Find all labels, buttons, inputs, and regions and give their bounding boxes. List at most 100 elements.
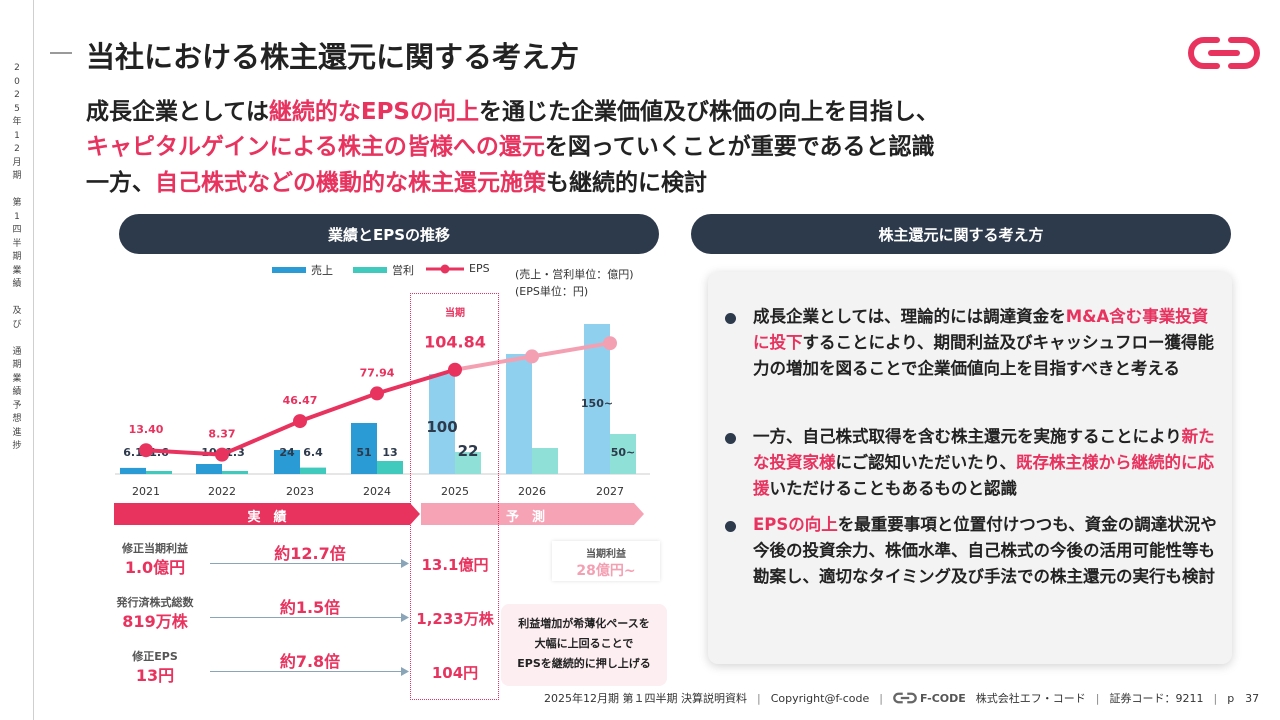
profit-bar xyxy=(377,461,403,474)
eps-point xyxy=(293,414,307,429)
sales-bar xyxy=(120,467,146,474)
period-bands xyxy=(114,503,644,525)
sidebar-char: 及 xyxy=(12,306,22,316)
legend-profit-swatch xyxy=(353,267,387,273)
legend-eps-swatch xyxy=(426,264,464,273)
sales-data-label: 100 xyxy=(426,418,457,436)
sidebar-char: 半 xyxy=(12,238,22,249)
sidebar xyxy=(0,0,34,720)
row-arrow xyxy=(210,671,408,672)
sidebar-char: 捗 xyxy=(12,441,22,451)
sidebar-char: 期 xyxy=(12,252,22,262)
eps-point xyxy=(215,447,229,462)
sidebar-char: 予 xyxy=(12,400,22,411)
x-tick-label: 2027 xyxy=(596,485,624,498)
row-label: 発行済株式総数 xyxy=(116,596,194,609)
profit-bar xyxy=(455,452,481,474)
forecast-profit: 当期利益 28億円~ xyxy=(552,541,660,581)
row-current-value: 1,233万株 xyxy=(416,610,494,628)
sidebar-char: 通 xyxy=(12,346,22,357)
x-tick-label: 2023 xyxy=(286,485,314,498)
sidebar-char: 進 xyxy=(12,427,22,438)
sidebar-char: 0 xyxy=(14,76,20,87)
profit-bar xyxy=(610,434,636,474)
sidebar-char: 績 xyxy=(12,387,22,397)
forecast-band xyxy=(421,503,644,525)
policy-bullet-1: 成長企業としては、理論的には調達資金をM&A含む事業投資に投下することにより、期… xyxy=(725,304,1225,384)
sales-data-label: 51 xyxy=(356,446,371,459)
profit-data-label: 50~ xyxy=(611,446,636,459)
x-tick-label: 2025 xyxy=(441,485,469,498)
eps-point xyxy=(525,349,539,364)
page-title: 当社における株主還元に関する考え方 xyxy=(86,40,580,74)
eps-point xyxy=(139,443,153,458)
sidebar-char: 1 xyxy=(14,130,20,141)
sidebar-char: 5 xyxy=(14,103,20,114)
eps-point xyxy=(370,386,384,401)
policy-bullet-2: 一方、自己株式取得を含む株主還元を実施することにより新たな投資家様にご認知いただ… xyxy=(725,424,1225,504)
x-tick-label: 2026 xyxy=(518,485,546,498)
sidebar-char: 期 xyxy=(12,171,22,181)
sales-bar xyxy=(274,450,300,474)
legend-sales: 売上 xyxy=(272,262,333,278)
eps-data-label: 46.47 xyxy=(283,394,318,407)
policy-box xyxy=(708,272,1232,664)
legend-sales-swatch xyxy=(272,267,306,273)
title-line xyxy=(50,52,72,54)
profit-bar xyxy=(222,471,248,474)
eps-data-label: 8.37 xyxy=(208,428,235,441)
row-arrow xyxy=(210,563,408,564)
lead-line-3: 一方、自己株式などの機動的な株主還元施策も継続的に検討 xyxy=(86,170,707,196)
eps-data-label: 13.40 xyxy=(129,423,164,436)
profit-bar xyxy=(146,471,172,474)
eps-data-label: 104.84 xyxy=(424,333,486,352)
sidebar-char: 第 xyxy=(12,198,22,208)
actual-band-label: 実 績 xyxy=(247,510,287,525)
row-multiplier: 約1.5倍 xyxy=(279,598,341,617)
eps-line xyxy=(145,367,456,457)
row-arrow xyxy=(210,617,408,618)
row-label: 修正EPS xyxy=(132,650,178,663)
x-tick-label: 2021 xyxy=(132,485,160,498)
x-tick-label: 2024 xyxy=(363,485,391,498)
sidebar-char: 想 xyxy=(12,414,22,424)
callout-box: 利益増加が希薄化ペースを 大幅に上回ることで EPSを継続的に押し上げる xyxy=(501,604,667,686)
profit-data-label: 13 xyxy=(382,446,397,459)
lead-line-2: キャピタルゲインによる株主の皆様への還元を図っていくことが重要であると認識 xyxy=(86,134,935,160)
sidebar-char: 業 xyxy=(12,373,22,384)
row-current-value: 104円 xyxy=(431,664,479,682)
actual-band xyxy=(114,503,420,525)
arrow-head-icon xyxy=(401,613,409,622)
bullet-dot-icon xyxy=(725,313,736,324)
arrow-head-icon xyxy=(401,667,409,676)
profit-bar xyxy=(532,448,558,474)
bullet-dot-icon xyxy=(725,521,736,532)
x-tick-label: 2022 xyxy=(208,485,236,498)
arrow-head-icon xyxy=(401,559,409,568)
sidebar-char: 年 xyxy=(12,117,22,127)
bullet-dot-icon xyxy=(725,433,736,444)
sidebar-char: 2 xyxy=(14,90,20,100)
legend-profit: 営利 xyxy=(353,262,414,278)
sidebar-char: 1 xyxy=(14,211,20,222)
sales-bar xyxy=(196,464,222,474)
left-section-header: 業績とEPSの推移 xyxy=(119,214,659,254)
sidebar-char: 期 xyxy=(12,360,22,370)
row-multiplier: 約7.8倍 xyxy=(279,652,341,671)
profit-data-label: 22 xyxy=(458,442,479,460)
sales-data-label: 6.1 xyxy=(123,446,143,459)
unit-note: (売上・営利単位：億円) (EPS単位：円) xyxy=(515,268,634,298)
current-period-box xyxy=(410,293,499,700)
fcode-logo-icon xyxy=(1188,37,1260,69)
row-current-value: 13.1億円 xyxy=(421,556,489,574)
footer: 2025年12月期 第１四半期 決算説明資料 | Copyright@f-cod… xyxy=(544,691,1260,706)
legend-eps: EPS xyxy=(426,262,490,275)
sidebar-char: 月 xyxy=(12,157,22,168)
sales-bar xyxy=(429,374,455,474)
row-value: 819万株 xyxy=(122,612,188,631)
sales-data-label: 24 xyxy=(279,446,295,459)
sidebar-char: 業 xyxy=(12,265,22,276)
sidebar-char: 2 xyxy=(14,144,20,154)
